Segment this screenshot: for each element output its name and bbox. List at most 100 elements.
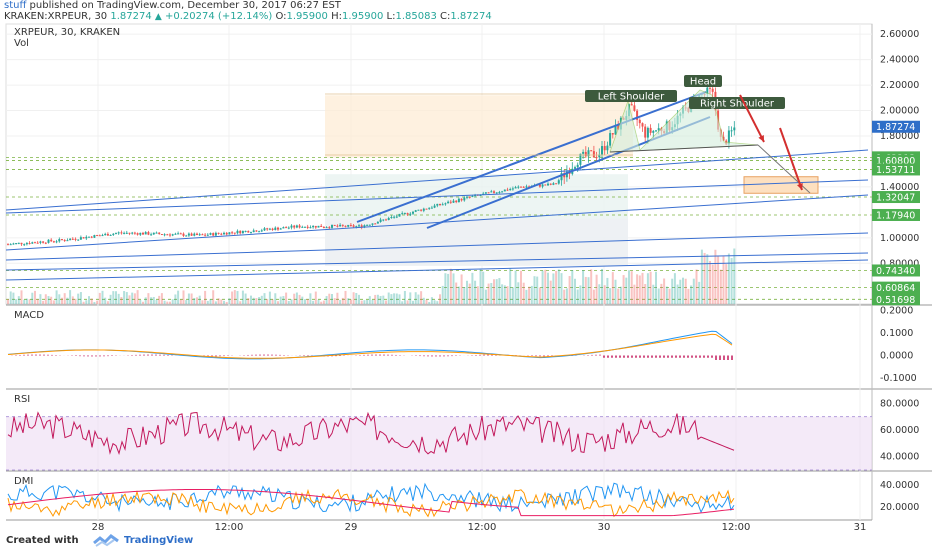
candle-body <box>301 226 304 228</box>
volume-bar <box>79 292 82 304</box>
candle-body <box>185 235 188 237</box>
candle-body <box>414 210 417 212</box>
volume-bar <box>501 284 504 304</box>
volume-bar <box>217 298 220 304</box>
price-tag <box>872 208 920 221</box>
candle-body <box>441 204 444 206</box>
tradingview-brand[interactable]: TradingView <box>124 535 194 546</box>
candle-body <box>266 228 269 230</box>
volume-bar <box>169 301 171 304</box>
volume-bar <box>42 300 45 304</box>
volume-bar <box>611 272 614 304</box>
volume-bar <box>85 300 88 304</box>
volume-bar <box>155 300 158 304</box>
y-tick-label: 2.20000 <box>880 80 919 91</box>
volume-bar <box>679 279 682 304</box>
candle-body <box>260 230 263 232</box>
volume-bar <box>555 270 558 304</box>
candle-body <box>509 188 512 191</box>
candle-body <box>74 238 77 240</box>
candle-body <box>285 227 288 229</box>
macd-tick-label: 0.2000 <box>880 306 913 317</box>
tradingview-logo-icon[interactable] <box>92 534 120 548</box>
dmi-minus-line <box>7 488 735 518</box>
volume-bar <box>552 273 555 304</box>
volume-bar <box>474 280 477 304</box>
open-label: O: <box>275 11 287 22</box>
chart-canvas[interactable]: 28 12:00 29 12:00 30 12:00 31 2.60000 2.40000 2.2… <box>0 0 932 532</box>
volume-bar <box>727 253 730 304</box>
volume-bar <box>196 297 198 304</box>
candle-body <box>352 225 355 227</box>
volume-bar <box>460 274 463 304</box>
volume-bar <box>28 299 31 304</box>
volume-bar <box>201 300 204 304</box>
candle-body <box>160 234 163 236</box>
volume-bar <box>331 294 333 304</box>
candle-body <box>250 232 252 234</box>
volume-bar <box>225 301 228 304</box>
volume-bar <box>587 277 590 304</box>
volume-bar <box>733 248 736 304</box>
volume-bar <box>568 276 571 304</box>
volume-bar <box>125 292 128 304</box>
candle-body <box>460 198 463 201</box>
candle-body <box>322 227 325 229</box>
volume-bar <box>171 299 174 304</box>
main-legend: XRPEUR, 30, KRAKEN <box>14 27 120 38</box>
volume-bar <box>301 296 304 304</box>
candle-body <box>104 233 107 236</box>
volume-bar <box>61 297 63 304</box>
rsi-title: RSI <box>14 394 30 405</box>
candle-body <box>282 227 285 229</box>
candle-body <box>385 219 387 221</box>
volume-bar <box>34 290 36 304</box>
y-tick-label: 1.00000 <box>880 233 919 244</box>
annotation-label: Left Shoulder <box>598 92 665 103</box>
volume-bar <box>528 286 531 304</box>
candle-body <box>112 233 115 235</box>
volume-bar <box>47 296 50 304</box>
candle-body <box>125 232 128 234</box>
volume-bar <box>90 298 93 304</box>
low-label: L: <box>386 11 396 22</box>
volume-bar <box>436 301 439 304</box>
volume-bar <box>198 295 201 304</box>
volume-bar <box>233 290 236 304</box>
volume-bar <box>449 268 452 304</box>
candle-body <box>85 236 88 239</box>
volume-bar <box>730 258 733 304</box>
price-tag-label: 1.53711 <box>876 165 915 176</box>
price-tag <box>872 293 920 306</box>
candle-body <box>371 223 374 225</box>
volume-bar <box>638 275 641 304</box>
volume-bar <box>706 254 709 304</box>
volume-bar <box>592 289 595 304</box>
candle-body <box>649 127 652 133</box>
author-link[interactable]: stuff <box>4 0 27 11</box>
volume-bar <box>25 298 28 304</box>
candle-body <box>565 171 568 178</box>
candle-body <box>247 230 250 233</box>
candle-body <box>555 183 558 185</box>
y-tick-label: 2.40000 <box>880 55 919 66</box>
volume-bar <box>20 290 23 304</box>
dmi-tick-label: 40.0000 <box>880 480 919 491</box>
candle-body <box>428 207 431 209</box>
volume-bar <box>366 300 369 304</box>
volume-bar <box>609 288 612 304</box>
volume-bar <box>622 275 625 304</box>
y-tick-label: 2.00000 <box>880 106 919 117</box>
rsi-line <box>7 411 735 455</box>
candle-body <box>641 123 644 127</box>
volume-bar <box>544 269 547 304</box>
candle-body <box>123 232 126 234</box>
candle-body <box>347 224 350 227</box>
volume-bar <box>401 301 404 304</box>
candle-body <box>517 186 520 188</box>
volume-bar <box>714 249 717 304</box>
volume-bar <box>214 301 217 304</box>
volume-bar <box>160 293 163 304</box>
candle-body <box>579 153 582 165</box>
volume-bar <box>223 300 225 304</box>
